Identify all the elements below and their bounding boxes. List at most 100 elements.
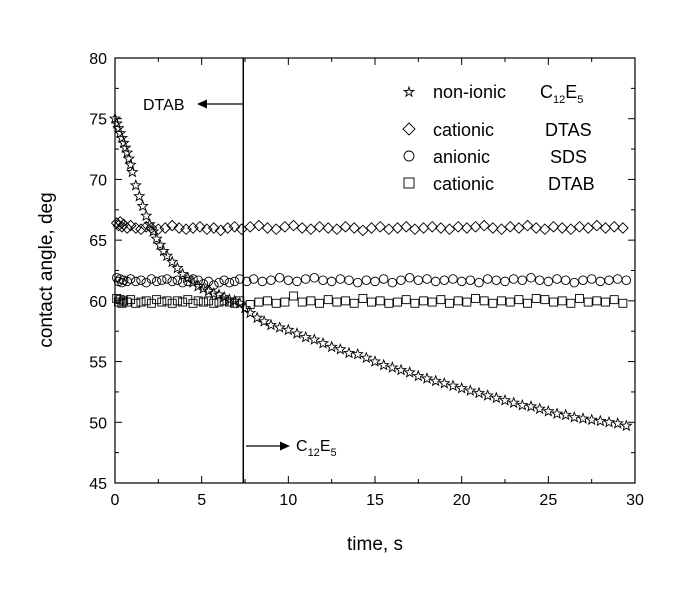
- data-point-star: [150, 232, 163, 245]
- data-point-star: [377, 358, 390, 371]
- data-point-circle: [569, 277, 580, 288]
- data-point-diamond: [357, 224, 369, 237]
- x-axis-ticks: 0 5 10 15 20 25 30: [111, 58, 644, 509]
- data-point-square: [393, 297, 402, 307]
- data-point-diamond: [469, 220, 482, 233]
- data-point-circle: [413, 275, 424, 285]
- data-point-square: [462, 297, 472, 307]
- data-point-diamond: [187, 222, 199, 234]
- data-point-square: [280, 297, 290, 307]
- data-point-star: [121, 146, 134, 158]
- legend-series-label: DTAB: [548, 174, 595, 194]
- data-point-diamond: [374, 220, 387, 233]
- data-point-square: [117, 298, 127, 308]
- data-point-circle: [318, 275, 328, 285]
- data-point-square: [136, 297, 146, 307]
- data-point-square: [488, 298, 498, 308]
- data-point-diamond: [253, 219, 265, 232]
- data-point-square: [172, 296, 182, 306]
- data-point-square: [141, 296, 151, 306]
- data-point-diamond: [331, 223, 343, 236]
- data-point-circle: [224, 277, 235, 288]
- data-point-circle: [300, 274, 311, 284]
- data-point-square: [358, 293, 368, 303]
- data-point-diamond: [279, 220, 291, 233]
- data-point-diamond: [426, 220, 439, 233]
- data-point-diamond: [244, 220, 257, 233]
- data-point-circle: [491, 275, 502, 285]
- y-tick-label: 60: [89, 294, 107, 311]
- data-point-diamond: [409, 223, 421, 236]
- data-point-diamond: [305, 223, 317, 236]
- data-point-square: [224, 297, 234, 307]
- data-point-diamond: [435, 222, 447, 234]
- data-point-diamond: [487, 222, 499, 234]
- data-point-square: [315, 298, 324, 308]
- legend-item-c12e5: non-ionic C12E5: [402, 82, 583, 106]
- data-point-diamond: [348, 222, 361, 234]
- data-point-star: [238, 301, 252, 314]
- data-point-circle: [209, 280, 219, 290]
- data-point-diamond: [504, 220, 517, 233]
- data-point-circle: [146, 274, 157, 284]
- x-axis-label: time, s: [347, 534, 403, 555]
- data-point-square: [122, 297, 132, 307]
- data-point-diamond: [322, 222, 335, 234]
- data-point-circle: [335, 274, 346, 284]
- data-point-diamond: [313, 220, 326, 233]
- data-point-square: [592, 296, 602, 306]
- data-point-circle: [188, 274, 198, 284]
- data-point-circle: [203, 276, 214, 287]
- legend-item-dtas: cationic DTAS: [402, 120, 592, 140]
- data-point-square: [263, 296, 272, 306]
- x-tick-label: 15: [366, 492, 384, 509]
- x-tick-label: 10: [279, 492, 297, 509]
- legend-item-sds: anionic SDS: [403, 147, 587, 167]
- data-point-circle: [125, 274, 136, 284]
- data-point-square: [209, 298, 219, 308]
- data-point-circle: [500, 276, 510, 287]
- data-point-diamond: [591, 219, 603, 232]
- data-point-diamond: [521, 219, 534, 232]
- data-point-square: [566, 298, 576, 308]
- data-point-star: [192, 279, 205, 292]
- data-point-square: [609, 295, 619, 305]
- data-point-diamond: [124, 219, 137, 232]
- data-point-star: [334, 342, 347, 355]
- legend-item-dtab: cationic DTAB: [403, 174, 595, 194]
- data-point-square: [167, 298, 177, 308]
- data-point-diamond: [556, 222, 569, 234]
- data-point-circle: [248, 274, 259, 284]
- data-point-circle: [214, 277, 224, 288]
- data-point-diamond: [383, 223, 395, 236]
- data-point-circle: [131, 276, 141, 287]
- data-point-square: [549, 297, 558, 307]
- legend-diamond-marker: [402, 122, 416, 136]
- data-point-star: [542, 404, 555, 417]
- data-point-star: [455, 381, 468, 394]
- series-circle: [111, 273, 632, 290]
- data-point-square: [540, 295, 550, 305]
- data-point-circle: [370, 276, 380, 287]
- series-square: [112, 291, 628, 309]
- data-point-square: [323, 295, 333, 305]
- data-point-square: [162, 296, 172, 306]
- data-point-square: [367, 297, 376, 307]
- data-point-diamond: [495, 223, 508, 236]
- data-point-star: [620, 419, 633, 432]
- data-point-star: [166, 255, 179, 268]
- data-point-diamond: [114, 216, 127, 228]
- data-point-circle: [474, 277, 484, 288]
- data-point-square: [375, 296, 385, 306]
- data-point-star: [115, 131, 129, 144]
- data-point-diamond: [207, 222, 220, 234]
- data-point-diamond: [452, 220, 465, 233]
- data-point-star: [181, 271, 194, 284]
- data-point-star: [207, 287, 220, 299]
- data-point-circle: [241, 276, 252, 287]
- data-point-star: [250, 311, 264, 324]
- data-point-circle: [604, 275, 614, 285]
- data-point-square: [445, 298, 454, 308]
- data-point-diamond: [530, 222, 543, 234]
- y-tick-label: 70: [89, 172, 107, 189]
